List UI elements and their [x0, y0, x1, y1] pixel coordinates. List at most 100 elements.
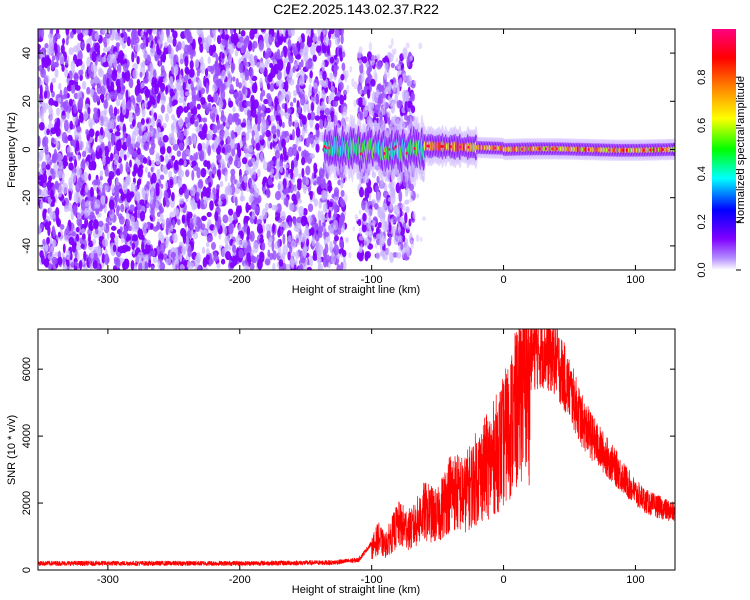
noise-cell	[221, 83, 226, 92]
noise-cell	[122, 141, 126, 151]
noise-cell	[304, 128, 308, 134]
noise-cell	[194, 120, 199, 128]
noise-cell	[154, 132, 161, 139]
noise-cell	[243, 38, 248, 49]
noise-cell	[313, 198, 319, 207]
y-tick-label: 4000	[21, 424, 33, 448]
noise-cell	[151, 142, 156, 150]
noise-cell	[214, 198, 219, 207]
noise-cell	[276, 48, 281, 61]
noise-cell	[90, 197, 94, 209]
noise-cell	[242, 136, 247, 146]
noise-cell	[398, 243, 401, 252]
noise-cell	[45, 153, 51, 163]
noise-cell	[233, 91, 239, 99]
noise-cell	[75, 193, 80, 204]
noise-cell	[104, 166, 109, 177]
noise-cell	[108, 170, 115, 180]
noise-cell	[81, 80, 87, 90]
noise-cell	[251, 130, 255, 138]
noise-cell	[78, 259, 83, 270]
noise-cell	[282, 178, 287, 190]
noise-cell	[101, 56, 107, 63]
noise-cell	[371, 219, 376, 227]
noise-cell	[147, 100, 152, 108]
noise-cell	[373, 68, 377, 79]
noise-cell	[165, 112, 169, 123]
noise-cell	[343, 94, 347, 101]
noise-cell	[293, 185, 298, 193]
noise-cell	[304, 258, 309, 264]
noise-cell	[173, 160, 179, 171]
noise-cell	[184, 56, 189, 67]
noise-cell	[333, 190, 339, 198]
noise-cell	[111, 184, 116, 194]
noise-cell	[254, 187, 260, 198]
noise-cell	[309, 191, 313, 200]
noise-cell	[61, 64, 65, 72]
noise-cell	[68, 47, 74, 55]
noise-cell	[110, 118, 115, 130]
noise-cell	[291, 107, 295, 114]
noise-cell	[340, 213, 345, 221]
noise-cell	[236, 41, 242, 49]
noise-cell	[126, 29, 132, 32]
noise-cell	[200, 142, 206, 151]
noise-cell	[261, 242, 265, 251]
noise-cell	[91, 151, 96, 162]
noise-cell	[146, 118, 149, 124]
noise-cell	[246, 244, 252, 256]
noise-cell	[323, 235, 329, 247]
noise-cell	[382, 57, 388, 63]
noise-cell	[140, 124, 146, 132]
noise-cell	[38, 122, 45, 131]
noise-cell	[320, 80, 325, 88]
noise-cell	[231, 244, 237, 254]
noise-cell	[375, 252, 381, 260]
noise-cell	[202, 117, 208, 123]
noise-cell	[177, 105, 184, 114]
noise-cell	[375, 184, 380, 193]
noise-cell	[72, 29, 76, 34]
noise-cell	[157, 48, 162, 56]
noise-cell	[95, 206, 100, 215]
noise-cell	[211, 112, 216, 123]
noise-cell	[398, 77, 403, 88]
noise-cell	[122, 261, 127, 270]
noise-cell	[220, 115, 227, 123]
noise-cell	[126, 151, 130, 159]
noise-cell	[163, 41, 168, 49]
noise-cell	[289, 101, 294, 108]
noise-cell	[150, 207, 155, 218]
noise-cell	[51, 256, 58, 265]
noise-cell	[52, 229, 56, 237]
noise-cell	[269, 114, 276, 122]
noise-cell	[68, 177, 73, 188]
noise-cell	[251, 42, 255, 53]
noise-cell	[205, 82, 210, 95]
noise-cell	[92, 259, 98, 270]
noise-cell	[43, 74, 50, 84]
noise-cell	[102, 46, 109, 53]
noise-cell	[308, 84, 312, 94]
noise-cell	[162, 134, 169, 143]
noise-cell	[357, 218, 362, 227]
noise-cell	[185, 148, 191, 156]
colorbar-tick-label: 0.8	[696, 70, 708, 85]
noise-cell	[260, 29, 266, 33]
noise-cell	[366, 88, 371, 96]
noise-cell	[293, 166, 299, 178]
noise-cell	[162, 50, 166, 63]
noise-cell	[367, 208, 373, 217]
noise-cell	[309, 70, 313, 79]
noise-cell	[138, 262, 143, 270]
noise-cell	[280, 211, 286, 221]
noise-cell	[368, 41, 373, 52]
noise-cell	[388, 235, 392, 242]
noise-cell	[377, 206, 382, 218]
noise-cell	[306, 238, 310, 247]
noise-cell	[422, 216, 426, 221]
noise-cell	[309, 153, 315, 159]
noise-cell	[303, 52, 309, 63]
noise-cell	[243, 240, 248, 249]
